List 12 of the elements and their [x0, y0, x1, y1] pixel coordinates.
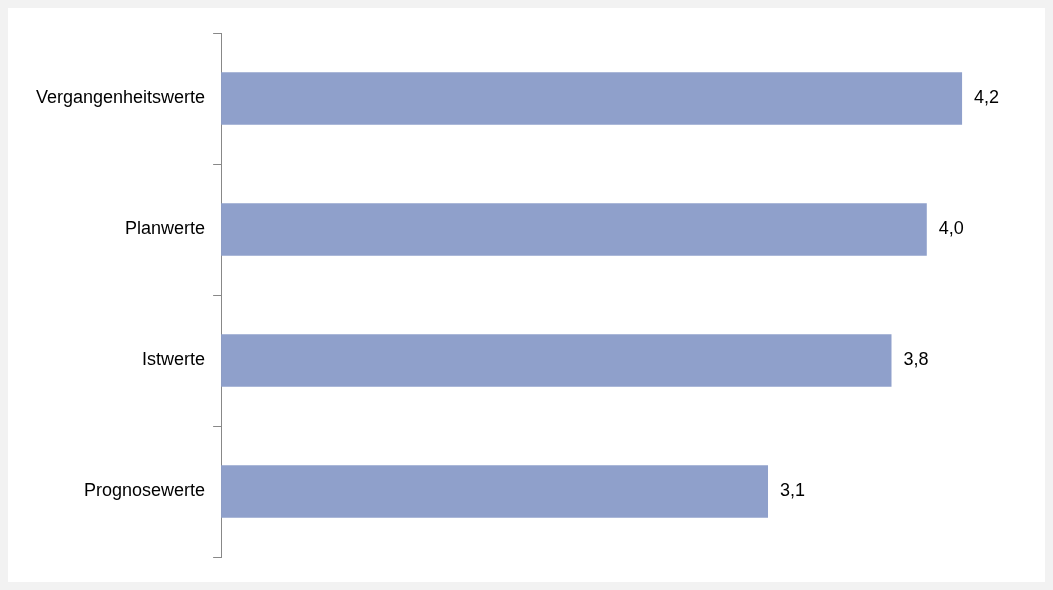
y-tick-label: Prognosewerte — [84, 480, 206, 501]
data-label: 4,2 — [974, 87, 1000, 108]
data-label: 4,0 — [938, 218, 964, 239]
bar — [221, 72, 963, 125]
y-tick-label: Vergangenheitswerte — [35, 87, 206, 108]
data-label: 3,8 — [903, 349, 929, 370]
bar — [221, 465, 769, 518]
bar — [221, 203, 927, 256]
y-tick-label: Istwerte — [142, 349, 206, 370]
y-tick-label: Planwerte — [125, 218, 206, 239]
data-label: 3,1 — [780, 480, 806, 501]
bar — [221, 334, 892, 387]
